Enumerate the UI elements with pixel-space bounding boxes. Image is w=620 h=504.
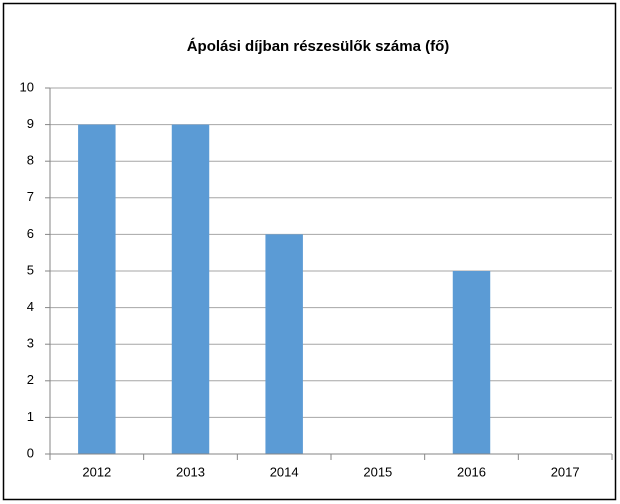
bar: [171, 124, 210, 454]
x-tick-label: 2012: [82, 464, 111, 479]
y-tick-label: 1: [27, 409, 34, 424]
y-tick-label: 7: [27, 189, 34, 204]
y-tick-label: 8: [27, 153, 34, 168]
bar: [265, 234, 303, 454]
bar: [78, 124, 116, 454]
chart-title: Ápolási díjban részesülők száma (fő): [187, 38, 450, 55]
y-tick-label: 2: [27, 372, 34, 387]
y-tick-label: 5: [27, 262, 34, 277]
y-tick-label: 9: [27, 116, 34, 131]
y-tick-label: 6: [27, 226, 34, 241]
x-tick-label: 2016: [457, 464, 486, 479]
bar: [452, 271, 491, 454]
y-tick-label: 0: [27, 445, 34, 460]
x-tick-label: 2017: [551, 464, 580, 479]
y-tick-label: 4: [27, 299, 34, 314]
x-tick-label: 2013: [176, 464, 205, 479]
y-tick-label: 3: [27, 336, 34, 351]
x-tick-label: 2014: [270, 464, 299, 479]
x-tick-label: 2015: [363, 464, 392, 479]
y-tick-label: 10: [20, 79, 34, 94]
